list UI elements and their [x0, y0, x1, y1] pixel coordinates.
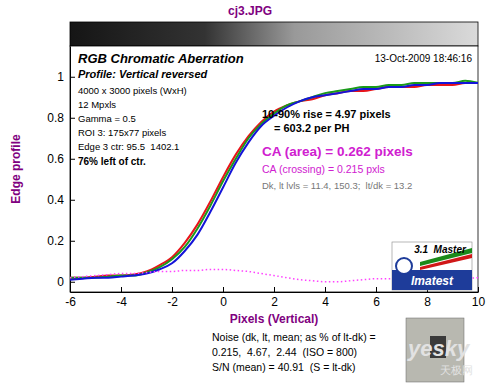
- annotation: 12 Mpxls: [78, 99, 116, 110]
- x-tick: -4: [116, 287, 127, 309]
- x-tick: 4: [322, 287, 329, 309]
- logo-stripe: [420, 254, 472, 270]
- annotation: CA (area) = 0.262 pixels: [262, 144, 413, 159]
- annotation: RGB Chromatic Aberration: [78, 51, 244, 66]
- y-tick-label: 1: [57, 70, 64, 84]
- x-tick-mark: [172, 287, 173, 292]
- chart-svg: cj3.JPG -6 -4 -2 0 2 4 6 8 10 0 0.2 0.4 0.6 0.8 1 RGB Ch…: [0, 0, 500, 384]
- annotation: 10-90% rise = 4.97 pixels: [262, 108, 391, 120]
- annotation: CA (crossing) = 0.215 pxls: [262, 163, 385, 175]
- y-tick-mark: [70, 159, 75, 160]
- plot-frame: [70, 46, 478, 292]
- x-axis-title: Pixels (Vertical): [230, 312, 319, 326]
- series-line: [70, 83, 478, 280]
- y-tick-mark: [70, 77, 75, 78]
- x-tick: 2: [271, 287, 278, 309]
- x-tick-mark: [376, 287, 377, 292]
- annotation: Profile: Vertical reversed: [78, 68, 207, 80]
- annotation: Gamma = 0.5: [78, 113, 136, 124]
- x-tick-mark: [223, 287, 224, 292]
- y-axis-title: Edge profile: [9, 134, 23, 204]
- x-tick-label: 6: [373, 295, 380, 309]
- y-tick: 1: [57, 70, 75, 84]
- edge-image: [70, 22, 478, 46]
- annotation: ROI 3: 175x77 pixels: [78, 127, 166, 138]
- y-tick-label: 0.6: [47, 152, 64, 166]
- y-tick-mark: [70, 118, 75, 119]
- watermark-text: yesky: [407, 336, 471, 361]
- logo-lens: [396, 258, 412, 274]
- y-tick-label: 0.4: [47, 193, 64, 207]
- plot-lines: [70, 81, 478, 282]
- x-tick-label: 0: [220, 295, 227, 309]
- x-tick-mark: [274, 287, 275, 292]
- watermark: yesky 天极网: [407, 336, 473, 376]
- logo: 3.1 Master Imatest: [392, 242, 472, 290]
- x-tick-label: -2: [167, 295, 178, 309]
- footer-line: 0.215, 4.67, 2.44 (ISO = 800): [212, 346, 357, 358]
- logo-name: Imatest: [411, 274, 454, 288]
- y-axis: 0 0.2 0.4 0.6 0.8 1: [47, 47, 75, 293]
- annotation: = 603.2 per PH: [274, 122, 350, 134]
- x-tick-mark: [325, 287, 326, 292]
- chart-title: cj3.JPG: [228, 4, 272, 18]
- x-tick-mark: [478, 287, 479, 292]
- logo-box: [392, 242, 472, 290]
- series-line: [70, 83, 478, 278]
- series-line: [70, 81, 478, 278]
- y-tick: 0.4: [47, 193, 75, 207]
- y-tick-mark: [70, 241, 75, 242]
- logo-version: 3.1 Master: [414, 244, 467, 255]
- y-tick-mark: [70, 200, 75, 201]
- watermark-text: 天极网: [440, 364, 473, 376]
- annotation: Dk, lt lvls = 11.4, 150.3; lt/dk = 13.2: [262, 180, 412, 191]
- annotations: RGB Chromatic Aberration 13-Oct-2009 18:4…: [78, 51, 472, 191]
- x-tick-mark: [121, 287, 122, 292]
- y-tick-label: 0.2: [47, 234, 64, 248]
- footer-line: S/N (mean) = 40.91 (S = lt-dk): [212, 361, 356, 373]
- x-tick-label: 4: [322, 295, 329, 309]
- y-tick: 0.6: [47, 152, 75, 166]
- y-axis-line: [70, 47, 71, 293]
- x-tick-label: -4: [116, 295, 127, 309]
- annotation: 4000 x 3000 pixels (WxH): [78, 85, 187, 96]
- x-tick-label: 10: [472, 295, 486, 309]
- y-tick-label: 0: [57, 275, 64, 289]
- x-tick: 0: [220, 287, 227, 309]
- y-tick: 0.2: [47, 234, 75, 248]
- x-tick-label: 8: [424, 295, 431, 309]
- x-tick-label: 2: [271, 295, 278, 309]
- y-tick-mark: [70, 282, 75, 283]
- x-tick-label: -6: [65, 295, 76, 309]
- x-tick: -2: [167, 287, 178, 309]
- footer: Noise (dk, lt, mean; as % of lt-dk) = 0.2…: [212, 331, 376, 373]
- annotation: 13-Oct-2009 18:46:16: [375, 53, 473, 64]
- x-tick: 10: [472, 287, 486, 309]
- x-axis-line: [71, 292, 479, 293]
- footer-line: Noise (dk, lt, mean; as % of lt-dk) =: [212, 331, 376, 343]
- x-tick: 6: [373, 287, 380, 309]
- y-tick-label: 0.8: [47, 111, 64, 125]
- annotation: 76% left of ctr.: [78, 156, 146, 167]
- annotation: Edge 3 ctr: 95.5 1402.1: [78, 141, 179, 152]
- y-tick: 0.8: [47, 111, 75, 125]
